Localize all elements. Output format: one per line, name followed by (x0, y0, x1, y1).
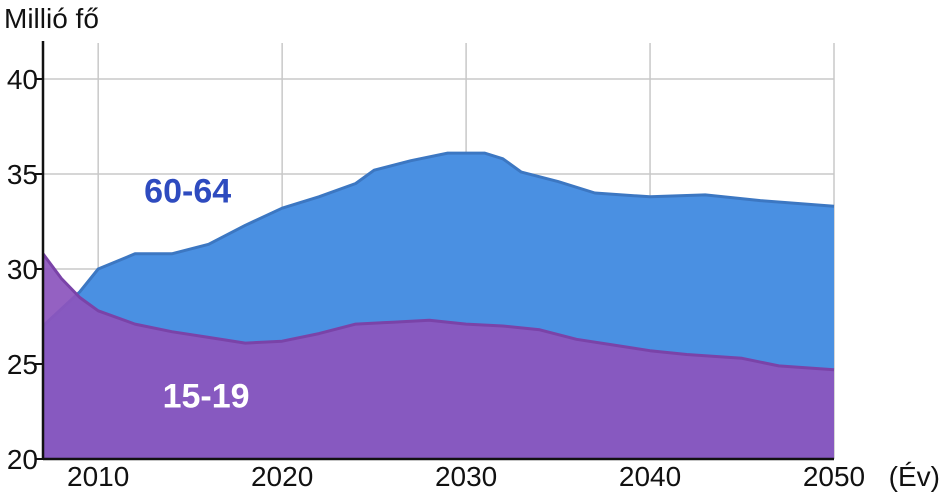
x-tick-label: 2010 (67, 461, 129, 492)
x-axis-title: (Év) (889, 461, 940, 492)
y-axis-title: Millió fő (4, 3, 99, 34)
y-tick-label: 20 (7, 444, 38, 475)
line-series-60-64 (41, 151, 835, 328)
series-label: 15-19 (163, 378, 250, 416)
series-areas (41, 151, 835, 459)
y-tick-label: 25 (7, 349, 38, 380)
y-tick-label: 40 (7, 64, 38, 95)
x-tick-label: 2030 (435, 461, 497, 492)
x-tick-label: 2040 (619, 461, 681, 492)
x-tick-label: 2020 (251, 461, 313, 492)
axes (35, 41, 834, 461)
x-tick-label: 2050 (803, 461, 865, 492)
y-tick-label: 35 (7, 159, 38, 190)
y-tick-label: 30 (7, 254, 38, 285)
area-series-15-19 (43, 253, 834, 459)
tick-labels: 20 25 30 35 40 2010 2020 2030 2040 2050 (7, 64, 865, 492)
series-label: 60-64 (144, 173, 231, 211)
line-series-15-19 (41, 252, 835, 372)
series-labels: 60-64 15-19 (144, 173, 249, 416)
